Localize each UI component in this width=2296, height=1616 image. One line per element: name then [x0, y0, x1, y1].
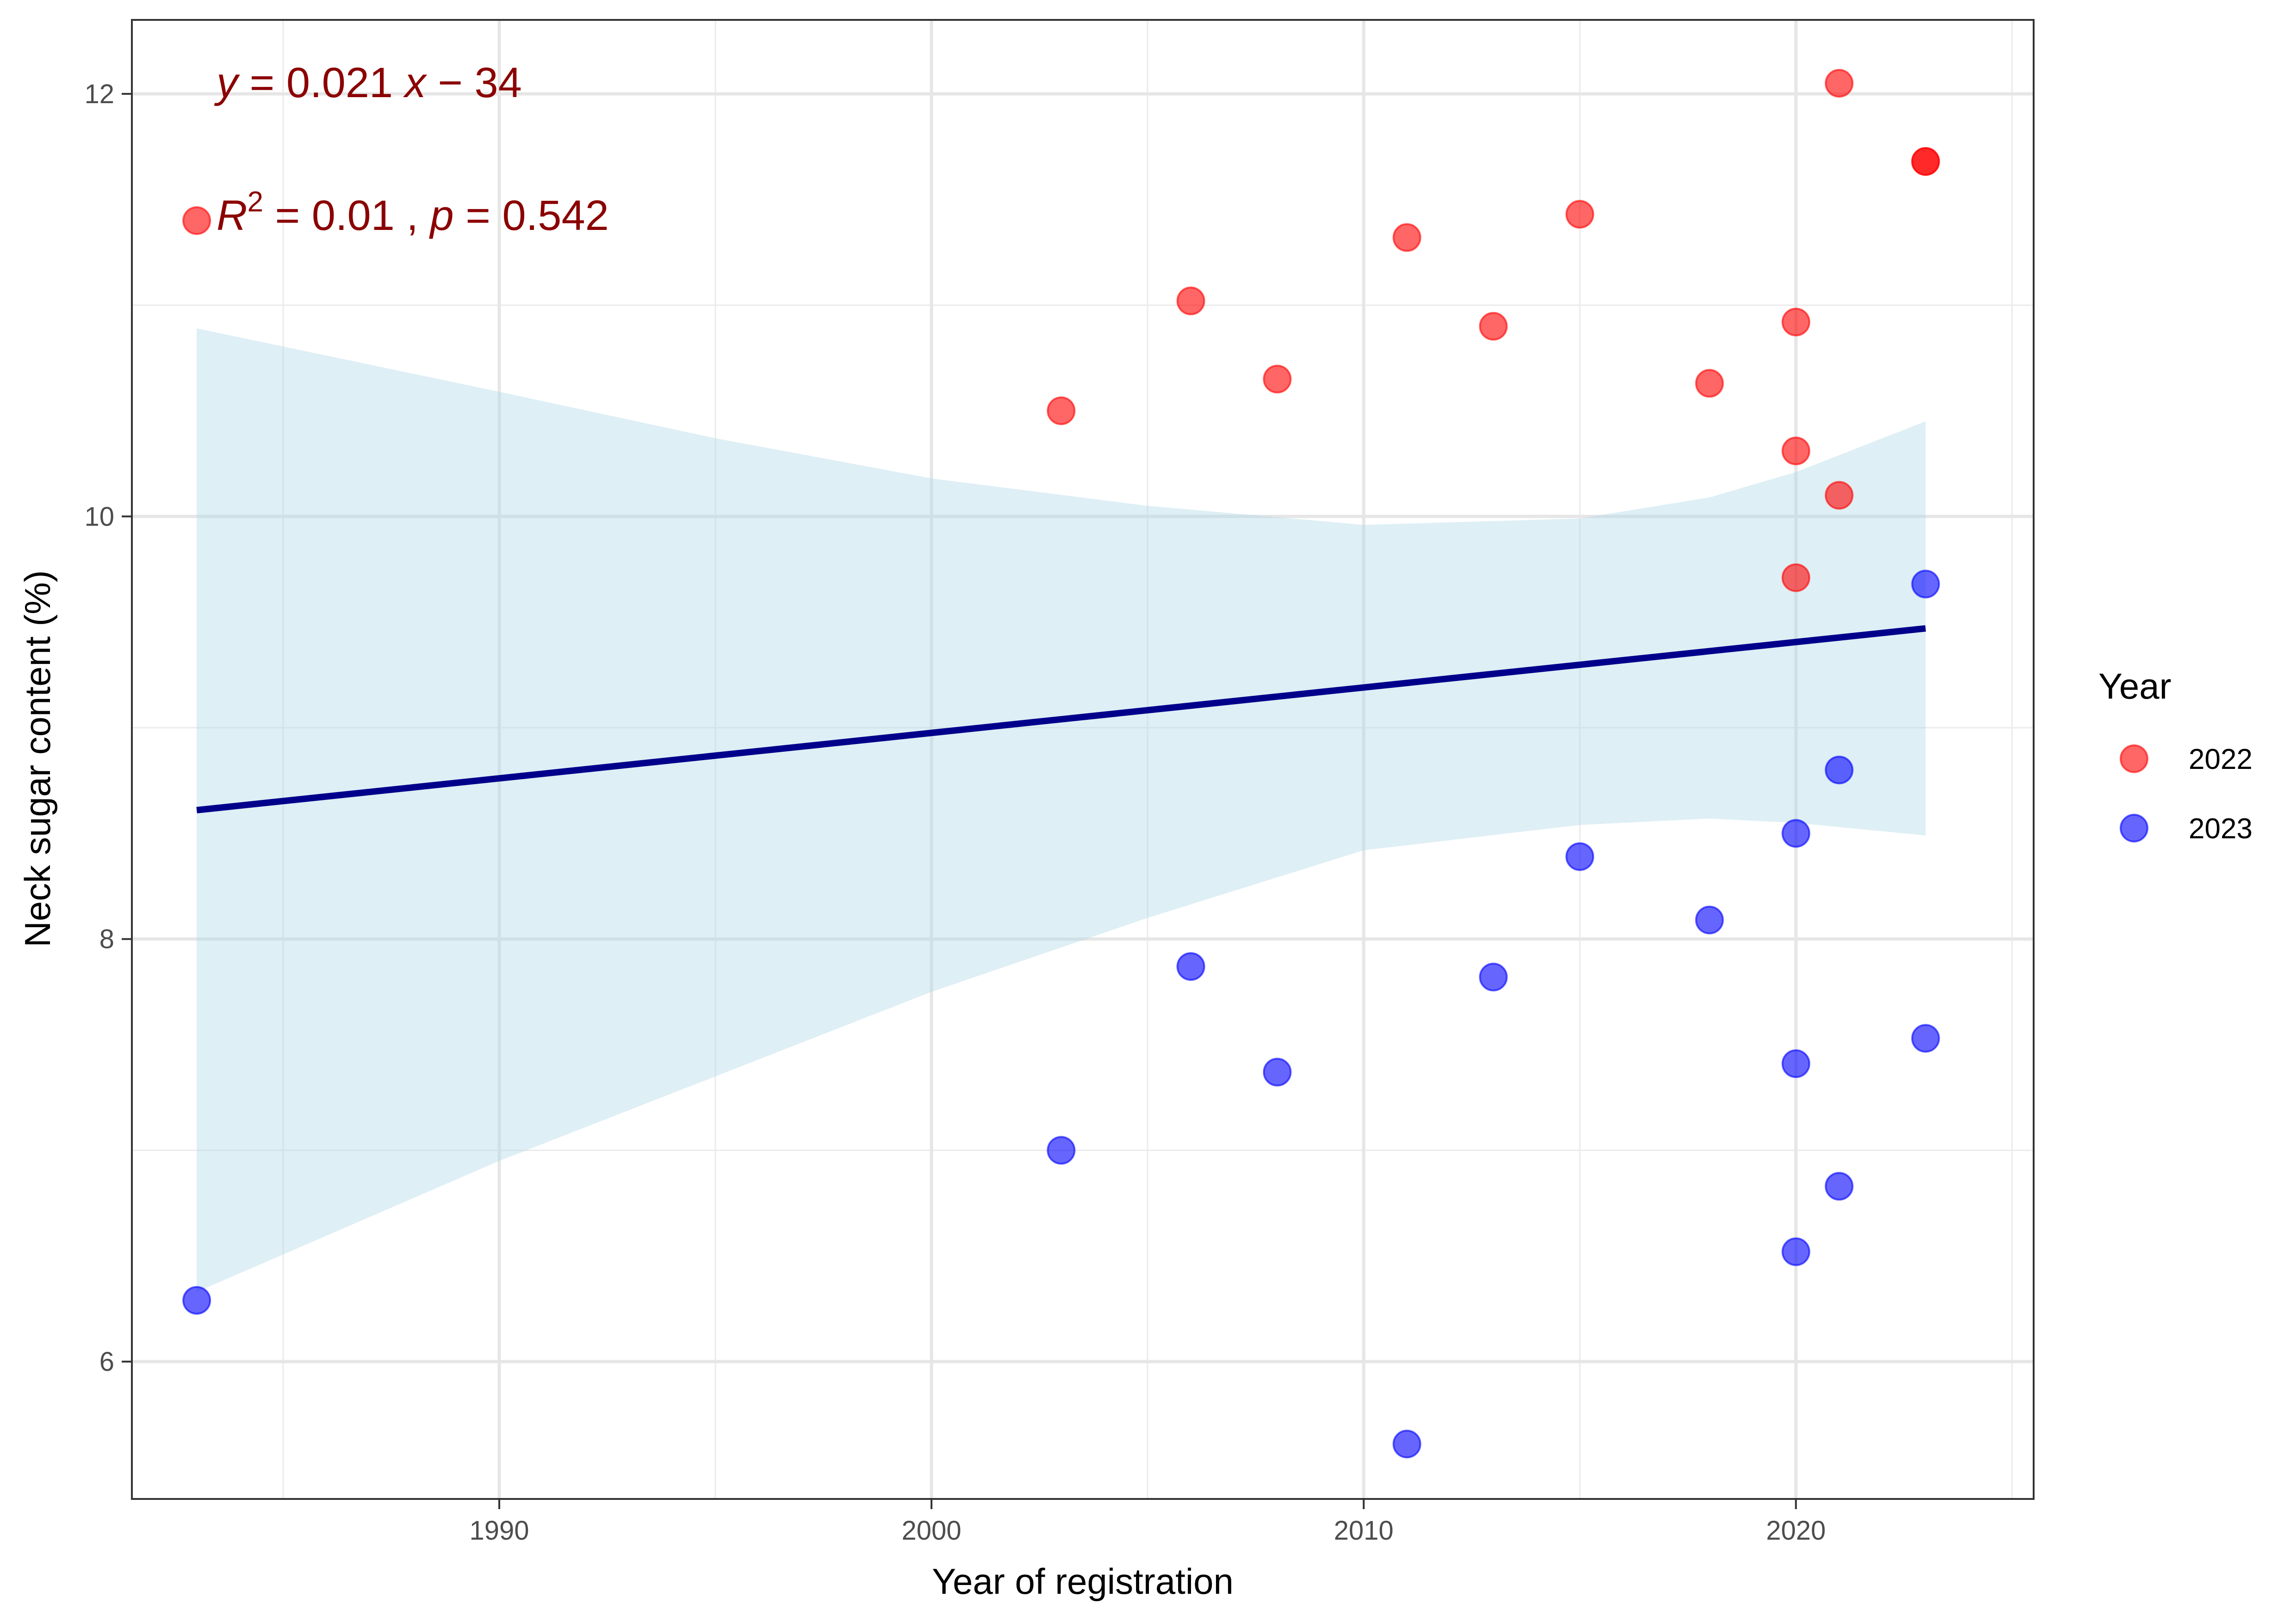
data-point-2023	[1392, 1430, 1421, 1459]
equation-eq-sign: =	[238, 59, 286, 106]
y-axis: 6 8 10 12	[84, 79, 132, 1377]
equation-y-var: y	[214, 59, 240, 106]
data-point-2022	[1781, 308, 1811, 337]
equation-intercept: 34	[475, 59, 522, 106]
y-tick-label: 12	[84, 79, 114, 109]
major-gridlines	[132, 20, 2034, 1499]
data-point-2022	[1392, 223, 1421, 252]
panel-background	[132, 20, 2034, 1499]
data-point-2022	[1263, 365, 1292, 394]
legend-key-2022	[2120, 744, 2148, 773]
data-point-2022	[182, 206, 211, 235]
data-points	[182, 69, 1940, 1459]
y-tick-label: 6	[99, 1347, 114, 1377]
stats-r-var: R	[217, 192, 247, 239]
data-point-2023	[1824, 1172, 1854, 1201]
data-point-2023	[1781, 819, 1811, 848]
equation-slope: 0.021	[286, 59, 405, 106]
data-point-2022	[1047, 396, 1076, 425]
legend-key-2023	[2120, 814, 2148, 842]
data-point-2023	[1047, 1136, 1076, 1165]
x-tick-label: 2020	[1766, 1516, 1826, 1546]
equation-x-var: x	[403, 59, 428, 106]
stats-p-var: p	[429, 192, 454, 239]
stats-r-value: = 0.01 ,	[263, 192, 430, 239]
data-point-2023	[1479, 962, 1508, 991]
data-point-2023	[1695, 905, 1724, 935]
data-point-2023	[1824, 755, 1854, 785]
data-point-2022	[1479, 312, 1508, 341]
data-point-2022	[1176, 286, 1205, 316]
minor-gridlines	[132, 20, 2034, 1499]
data-point-2022	[1911, 147, 1940, 176]
legend-items: 2022 2023	[2120, 743, 2253, 845]
data-point-2022	[1781, 436, 1811, 465]
y-tick-label: 8	[99, 924, 114, 954]
data-point-2023	[1565, 842, 1595, 871]
x-tick-label: 2010	[1334, 1516, 1394, 1546]
x-tick-label: 1990	[469, 1516, 529, 1546]
data-point-2023	[1911, 570, 1940, 599]
x-axis: 1990 2000 2010 2020	[469, 1499, 1826, 1546]
data-point-2023	[1176, 952, 1205, 981]
stats-r-exponent: 2	[247, 186, 263, 218]
regression-equation: y = 0.021 x − 34	[214, 59, 522, 106]
data-point-2023	[1781, 1049, 1811, 1078]
plot-panel	[131, 19, 2035, 1500]
legend-label-2022: 2022	[2189, 743, 2253, 775]
data-point-2022	[1824, 69, 1854, 98]
x-axis-title: Year of registration	[932, 1561, 1234, 1602]
confidence-band	[197, 328, 1926, 1292]
equation-minus: −	[426, 59, 475, 106]
data-point-2022	[1781, 563, 1811, 592]
data-point-2023	[1911, 1024, 1940, 1053]
legend: Year 2022 2023	[2098, 666, 2253, 845]
y-tick-label: 10	[84, 502, 114, 532]
data-point-2022	[1565, 200, 1595, 229]
data-point-2023	[1263, 1058, 1292, 1087]
data-point-2022	[1824, 481, 1854, 510]
y-axis-title: Neck sugar content (%)	[17, 570, 58, 947]
data-point-2022	[1695, 369, 1724, 398]
regression-stats: R2 = 0.01 , p = 0.542	[217, 186, 609, 239]
regression-line	[196, 625, 1926, 814]
legend-label-2023: 2023	[2189, 813, 2253, 845]
panel-border	[131, 19, 2035, 1500]
data-point-2023	[1781, 1237, 1811, 1266]
stats-p-value: = 0.542	[454, 192, 609, 239]
data-point-2023	[182, 1286, 211, 1315]
x-tick-label: 2000	[902, 1516, 962, 1546]
legend-title: Year	[2098, 666, 2172, 706]
